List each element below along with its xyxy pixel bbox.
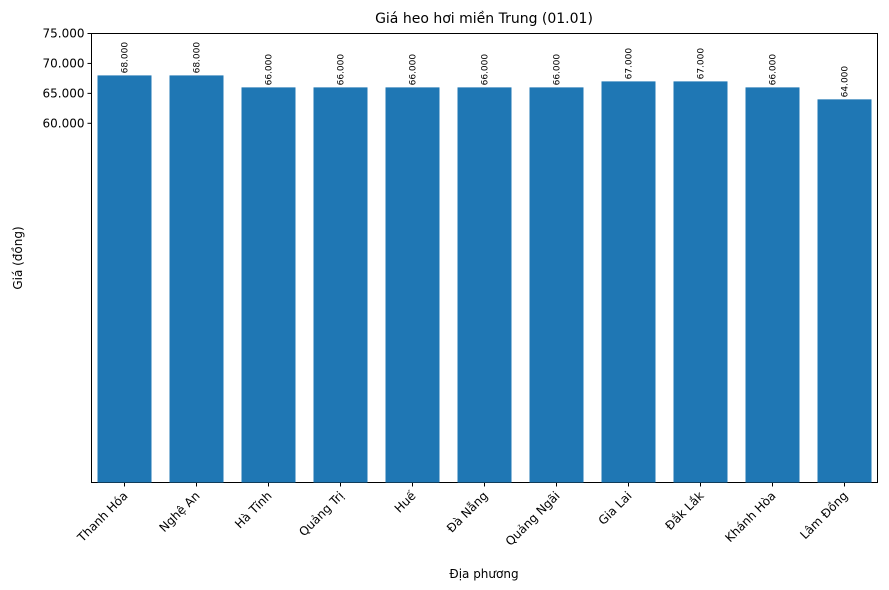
bar-value-label: 66.000 bbox=[409, 54, 419, 86]
bar bbox=[169, 75, 224, 483]
bar bbox=[817, 99, 872, 483]
bar bbox=[529, 87, 584, 483]
x-tick-label: Gia Lai bbox=[596, 489, 635, 528]
bar bbox=[97, 75, 152, 483]
x-tick-label: Đắk Lắk bbox=[662, 489, 706, 533]
y-axis-label: Giá (đồng) bbox=[11, 226, 25, 289]
x-tick-label: Quảng Ngãi bbox=[503, 489, 563, 549]
bar-value-label: 66.000 bbox=[481, 54, 491, 86]
x-tick-label: Thanh Hóa bbox=[74, 489, 131, 546]
y-axis-ticks: 60.000 65.000 70.000 75.000 bbox=[43, 27, 92, 130]
bar bbox=[241, 87, 296, 483]
x-tick-label: Đà Nẵng bbox=[444, 489, 491, 536]
x-tick-label: Hà Tĩnh bbox=[232, 489, 274, 531]
chart-title: Giá heo hơi miền Trung (01.01) bbox=[375, 10, 593, 27]
bar-series bbox=[97, 75, 872, 483]
bar bbox=[745, 87, 800, 483]
x-tick-label: Nghệ An bbox=[157, 489, 203, 535]
y-tick-label: 65.000 bbox=[43, 86, 85, 100]
bar-value-label: 66.000 bbox=[769, 54, 779, 86]
bar-value-label: 64.000 bbox=[841, 66, 851, 98]
bar bbox=[385, 87, 440, 483]
x-tick-label: Lâm Đồng bbox=[797, 489, 850, 542]
x-tick-label: Huế bbox=[392, 488, 419, 515]
bar-value-label: 67.000 bbox=[625, 48, 635, 80]
bar-value-label: 66.000 bbox=[553, 54, 563, 86]
bar-value-labels: 68.000 68.000 66.000 66.000 66.000 66.000 66.0… bbox=[121, 42, 851, 98]
bar-value-label: 67.000 bbox=[697, 48, 707, 80]
bar bbox=[673, 81, 728, 483]
x-axis-ticks: Thanh Hóa Nghệ An Hà Tĩnh Quảng Trị Huế Đà Nẵ… bbox=[74, 482, 851, 549]
bar-value-label: 66.000 bbox=[337, 54, 347, 86]
x-tick-label: Khánh Hòa bbox=[722, 489, 778, 545]
x-axis-label: Địa phương bbox=[449, 567, 518, 581]
y-tick-label: 70.000 bbox=[43, 56, 85, 70]
y-tick-label: 60.000 bbox=[43, 116, 85, 130]
bar bbox=[601, 81, 656, 483]
bar-value-label: 68.000 bbox=[193, 42, 203, 74]
bar bbox=[313, 87, 368, 483]
bar-value-label: 66.000 bbox=[265, 54, 275, 86]
y-tick-label: 75.000 bbox=[43, 27, 85, 41]
bar bbox=[457, 87, 512, 483]
x-tick-label: Quảng Trị bbox=[296, 489, 346, 539]
bar-value-label: 68.000 bbox=[121, 42, 131, 74]
